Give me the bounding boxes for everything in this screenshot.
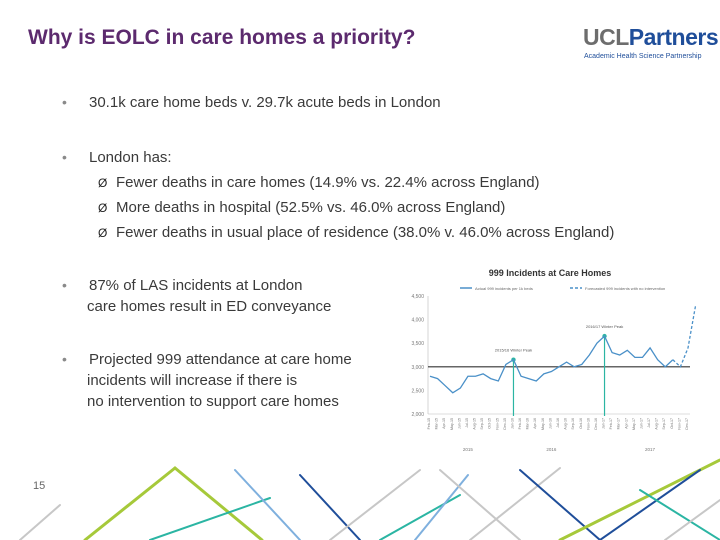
x-tick-label: Oct-16 (579, 418, 583, 429)
x-tick-label: Sep-16 (571, 418, 575, 430)
peak-annotation-label: 2016/17 Winter Peak (586, 324, 623, 329)
x-tick-label: May-16 (541, 418, 545, 430)
sub-bullet-hospital-deaths: Ø More deaths in hospital (52.5% vs. 46.0… (98, 197, 505, 219)
chart-title: 999 Incidents at Care Homes (489, 268, 612, 278)
bullet-text-line3: no intervention to support care homes (87, 393, 339, 410)
x-tick-label: Dec-16 (594, 418, 598, 430)
x-tick-label: Aug-17 (655, 418, 659, 430)
x-tick-label: Aug-16 (564, 418, 568, 430)
arrow-icon: Ø (98, 226, 108, 240)
x-tick-label: Jul-15 (465, 418, 469, 428)
x-tick-label: Apr-16 (533, 418, 537, 429)
logo-wordmark: UCLPartners (583, 24, 719, 50)
bullet-dot: • (62, 351, 67, 367)
x-tick-label: Mar-16 (526, 418, 530, 429)
x-tick-label: Jun-17 (639, 418, 643, 429)
x-tick-label: Nov-17 (677, 418, 681, 430)
incidents-chart: 999 Incidents at Care Homes Actual 999 in… (411, 268, 697, 452)
x-tick-label: Mar-15 (435, 418, 439, 429)
sub-bullet-usual-residence-deaths: Ø Fewer deaths in usual place of residenc… (98, 222, 614, 244)
x-tick-label: Dec-17 (685, 418, 689, 430)
x-tick-label: Jul-17 (647, 418, 651, 428)
bullet-text-line2: care homes result in ED conveyance (87, 298, 332, 315)
x-tick-label: Nov-16 (586, 418, 590, 430)
x-tick-label: Jun-15 (457, 418, 461, 429)
x-tick-label: Sep-15 (480, 418, 484, 430)
x-tick-label: Oct-17 (670, 418, 674, 429)
y-tick-label: 3,500 (411, 341, 424, 347)
y-tick-label: 2,500 (411, 388, 424, 394)
bullet-text: 30.1k care home beds v. 29.7k acute beds… (89, 94, 441, 111)
x-tick-label: Jun-16 (548, 418, 552, 429)
x-tick-label: Sep-17 (662, 418, 666, 430)
x-tick-label: Apr-17 (624, 418, 628, 429)
arrow-icon: Ø (98, 176, 108, 190)
sub-bullet-care-home-deaths: Ø Fewer deaths in care homes (14.9% vs. 2… (98, 172, 540, 194)
logo-tagline: Academic Health Science Partnership (584, 53, 702, 60)
year-label: 2016 (546, 447, 557, 452)
bullet-dot: • (62, 149, 67, 165)
x-tick-label: Feb-17 (609, 418, 613, 429)
y-tick-label: 4,500 (411, 294, 424, 300)
x-tick-label: Jan-17 (602, 418, 606, 429)
x-tick-label: Jul-16 (556, 418, 560, 428)
bullet-text-line1: 87% of LAS incidents at London (89, 277, 303, 294)
y-tick-label: 3,000 (411, 365, 424, 371)
bullet-dot: • (62, 277, 67, 293)
x-tick-label: Aug-15 (473, 418, 477, 430)
x-tick-label: Oct-15 (488, 418, 492, 429)
x-tick-label: Apr-15 (442, 418, 446, 429)
page-title: Why is EOLC in care homes a priority? (28, 26, 416, 49)
bullet-text-line2: incidents will increase if there is (87, 372, 298, 389)
y-tick-label: 4,000 (411, 318, 424, 324)
legend-label-actual: Actual 999 incidents per 1k beds (475, 286, 533, 291)
x-tick-label: Feb-15 (427, 418, 431, 429)
page-number: 15 (33, 480, 46, 492)
x-tick-label: May-17 (632, 418, 636, 430)
uclpartners-logo: UCLPartners Academic Health Science Part… (583, 22, 719, 68)
x-tick-label: May-15 (450, 418, 454, 430)
x-tick-label: Feb-16 (518, 418, 522, 429)
x-tick-label: Dec-15 (503, 418, 507, 430)
y-tick-label: 2,000 (411, 412, 424, 418)
year-label: 2017 (645, 447, 656, 452)
bullet-text: London has: (89, 149, 172, 166)
peak-annotation-label: 2015/16 Winter Peak (495, 348, 532, 353)
arrow-icon: Ø (98, 201, 108, 215)
year-label: 2015 (463, 447, 474, 452)
bullet-text-line1: Projected 999 attendance at care home (89, 351, 352, 368)
series-actual-line (429, 335, 674, 394)
x-tick-label: Nov-15 (495, 418, 499, 430)
legend-label-forecast: Forecasted 999 incidents with no interve… (585, 286, 665, 291)
x-tick-label: Jan-16 (510, 418, 514, 429)
bullet-dot: • (62, 94, 67, 110)
x-tick-label: Mar-17 (617, 418, 621, 429)
series-forecast-line (672, 305, 697, 368)
